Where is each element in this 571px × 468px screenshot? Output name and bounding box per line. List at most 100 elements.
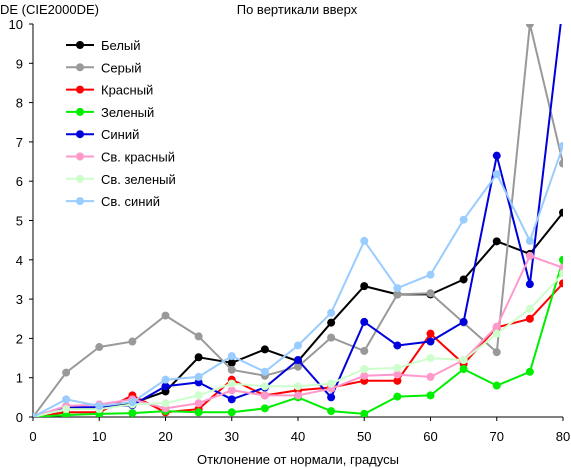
y-tick-label: 5	[16, 214, 23, 229]
x-tick-label: 70	[490, 429, 504, 444]
x-tick-label: 50	[357, 429, 371, 444]
legend-marker	[76, 85, 84, 94]
data-point	[360, 409, 369, 417]
data-point	[327, 333, 336, 342]
data-point	[227, 395, 236, 404]
data-point	[360, 236, 369, 245]
data-point	[426, 391, 435, 400]
data-point	[393, 370, 402, 379]
data-point	[360, 282, 369, 291]
legend-label: Зеленый	[101, 105, 154, 120]
legend-marker	[76, 174, 84, 183]
data-point	[525, 251, 534, 260]
data-point	[559, 279, 563, 288]
data-point	[426, 270, 435, 279]
series-layer	[33, 0, 567, 417]
data-point	[459, 365, 468, 374]
legend-item: Синий	[66, 127, 139, 142]
data-point	[294, 391, 302, 400]
data-point	[426, 337, 435, 346]
data-point	[260, 404, 269, 413]
legend-label: Св. зеленый	[101, 172, 176, 187]
data-point	[360, 371, 369, 380]
data-point	[161, 382, 170, 391]
data-point	[161, 375, 170, 384]
legend-label: Св. синий	[101, 194, 160, 209]
series-2	[33, 24, 563, 417]
y-tick-label: 9	[16, 56, 23, 71]
legend-label: Синий	[101, 127, 139, 142]
data-point	[128, 337, 137, 346]
y-tick-label: 4	[16, 253, 23, 268]
legend-marker	[76, 107, 84, 116]
data-point	[360, 317, 369, 326]
data-point	[194, 372, 203, 381]
data-point	[525, 304, 534, 313]
data-point	[194, 332, 203, 341]
data-point	[194, 408, 203, 417]
x-tick-label: 20	[158, 429, 172, 444]
data-point	[492, 151, 501, 160]
legend: Белый Серый Красный Зеленый Синий Св. красный…	[66, 38, 176, 209]
series-6	[33, 251, 563, 417]
legend-item: Белый	[66, 38, 141, 53]
y-tick-label: 8	[16, 96, 23, 111]
y-tick-label: 7	[16, 135, 23, 150]
data-point	[294, 341, 302, 350]
legend-item: Св. синий	[66, 194, 160, 209]
data-point	[492, 322, 501, 331]
data-point	[161, 311, 170, 320]
y-tick-label: 0	[16, 410, 23, 425]
data-point	[459, 275, 468, 284]
data-point	[559, 263, 563, 272]
data-point	[128, 398, 137, 407]
legend-label: Серый	[101, 60, 141, 75]
y-axis-title: DE (CIE2000DE)	[0, 2, 99, 17]
data-point	[426, 372, 435, 381]
series-8	[33, 141, 563, 417]
x-tick-label: 30	[225, 429, 239, 444]
data-point	[559, 269, 563, 278]
data-point	[327, 393, 336, 402]
data-point	[426, 329, 435, 338]
data-point	[525, 314, 534, 323]
data-point	[559, 0, 567, 8]
data-point	[393, 284, 402, 293]
data-point	[327, 379, 336, 388]
data-point	[393, 290, 402, 299]
data-point	[360, 365, 369, 374]
data-point	[227, 408, 236, 417]
data-point	[393, 376, 402, 385]
data-point	[525, 367, 534, 376]
data-point	[227, 358, 236, 367]
data-point	[492, 348, 501, 357]
data-point	[227, 386, 236, 395]
data-point	[459, 317, 468, 326]
data-point	[426, 354, 435, 363]
chart-title: По вертикали вверх	[237, 2, 358, 17]
legend-item: Серый	[66, 60, 141, 75]
legend-item: Св. красный	[66, 150, 175, 165]
data-point	[95, 343, 104, 352]
data-point	[525, 236, 534, 245]
data-point	[62, 405, 71, 414]
data-point	[360, 346, 369, 355]
data-point	[194, 399, 203, 408]
data-point	[161, 399, 170, 408]
legend-item: Св. зеленый	[66, 172, 176, 187]
legend-item: Красный	[66, 83, 153, 98]
data-point	[227, 379, 236, 388]
legend-marker	[76, 41, 84, 49]
legend-label: Белый	[101, 38, 141, 53]
axes: 0 1 2 3 4 5 6 7 8 9 10 0 10 20 30 40 50 60 70 80	[9, 17, 571, 444]
x-tick-label: 10	[92, 429, 106, 444]
data-point	[260, 382, 269, 391]
data-point	[559, 159, 563, 168]
legend-label: Св. красный	[101, 150, 175, 165]
data-point	[426, 289, 435, 298]
x-tick-label: 60	[423, 429, 437, 444]
data-point	[327, 407, 336, 416]
legend-marker	[76, 130, 84, 139]
legend-marker	[76, 197, 84, 206]
